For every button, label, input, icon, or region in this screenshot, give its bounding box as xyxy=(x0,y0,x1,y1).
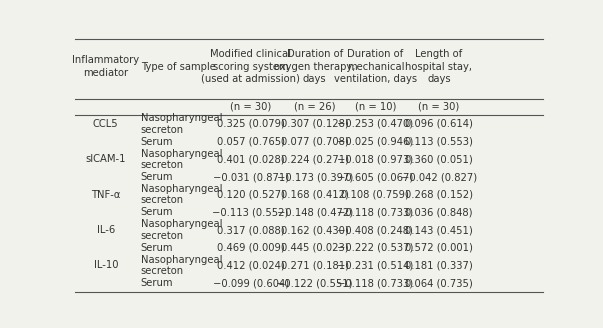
Text: 0.224 (0.271): 0.224 (0.271) xyxy=(280,154,349,164)
Text: Nasopharyngeal
secreton: Nasopharyngeal secreton xyxy=(141,255,223,276)
Text: Nasopharyngeal
secreton: Nasopharyngeal secreton xyxy=(141,149,223,170)
Text: 0.469 (0.009): 0.469 (0.009) xyxy=(216,243,285,253)
Text: Length of
hospital stay,
days: Length of hospital stay, days xyxy=(405,49,473,84)
Text: Type of sample: Type of sample xyxy=(141,62,216,72)
Text: 0.108 (0.759): 0.108 (0.759) xyxy=(341,190,409,200)
Text: −0.408 (0.248): −0.408 (0.248) xyxy=(338,225,413,235)
Text: 0.445 (0.023): 0.445 (0.023) xyxy=(281,243,349,253)
Text: IL-6: IL-6 xyxy=(96,225,115,235)
Text: IL-10: IL-10 xyxy=(93,260,118,270)
Text: 0.143 (0.451): 0.143 (0.451) xyxy=(405,225,473,235)
Text: Serum: Serum xyxy=(141,207,173,217)
Text: 0.412 (0.024): 0.412 (0.024) xyxy=(216,260,285,270)
Text: 0.113 (0.553): 0.113 (0.553) xyxy=(405,137,473,147)
Text: Serum: Serum xyxy=(141,137,173,147)
Text: 0.401 (0.028): 0.401 (0.028) xyxy=(217,154,285,164)
Text: 0.572 (0.001): 0.572 (0.001) xyxy=(405,243,473,253)
Text: 0.268 (0.152): 0.268 (0.152) xyxy=(405,190,473,200)
Text: −0.118 (0.733): −0.118 (0.733) xyxy=(337,207,414,217)
Text: Inflammatory
mediator: Inflammatory mediator xyxy=(72,55,139,78)
Text: (n = 26): (n = 26) xyxy=(294,102,335,112)
Text: 0.325 (0.079): 0.325 (0.079) xyxy=(216,119,285,129)
Text: −0.042 (0.827): −0.042 (0.827) xyxy=(401,172,477,182)
Text: −0.253 (0.470): −0.253 (0.470) xyxy=(337,119,414,129)
Text: Nasopharyngeal
secreton: Nasopharyngeal secreton xyxy=(141,219,223,241)
Text: 0.036 (0.848): 0.036 (0.848) xyxy=(405,207,473,217)
Text: 0.057 (0.765): 0.057 (0.765) xyxy=(216,137,285,147)
Text: −0.031 (0.871): −0.031 (0.871) xyxy=(213,172,289,182)
Text: −0.605 (0.067): −0.605 (0.067) xyxy=(337,172,414,182)
Text: −0.222 (0.537): −0.222 (0.537) xyxy=(337,243,414,253)
Text: Duration of
oxygen therapy,
days: Duration of oxygen therapy, days xyxy=(274,49,355,84)
Text: 0.162 (0.430): 0.162 (0.430) xyxy=(281,225,349,235)
Text: TNF-α: TNF-α xyxy=(91,190,121,200)
Text: −0.018 (0.973): −0.018 (0.973) xyxy=(337,154,414,164)
Text: 0.064 (0.735): 0.064 (0.735) xyxy=(405,278,473,288)
Text: −0.231 (0.514): −0.231 (0.514) xyxy=(337,260,414,270)
Text: 0.168 (0.412): 0.168 (0.412) xyxy=(281,190,349,200)
Text: −0.122 (0.551): −0.122 (0.551) xyxy=(276,278,353,288)
Text: Serum: Serum xyxy=(141,278,173,288)
Text: (n = 30): (n = 30) xyxy=(230,102,271,112)
Text: 0.077 (0.708): 0.077 (0.708) xyxy=(281,137,349,147)
Text: CCL5: CCL5 xyxy=(93,119,119,129)
Text: sICAM-1: sICAM-1 xyxy=(86,154,126,164)
Text: Modified clinical
scoring system
(used at admission): Modified clinical scoring system (used a… xyxy=(201,49,300,84)
Text: −0.113 (0.552): −0.113 (0.552) xyxy=(212,207,289,217)
Text: Serum: Serum xyxy=(141,243,173,253)
Text: Nasopharyngeal
secreton: Nasopharyngeal secreton xyxy=(141,113,223,135)
Text: −0.025 (0.946): −0.025 (0.946) xyxy=(337,137,414,147)
Text: 0.317 (0.088): 0.317 (0.088) xyxy=(217,225,285,235)
Text: (n = 10): (n = 10) xyxy=(355,102,396,112)
Text: Serum: Serum xyxy=(141,172,173,182)
Text: 0.307 (0.128): 0.307 (0.128) xyxy=(281,119,349,129)
Text: 0.096 (0.614): 0.096 (0.614) xyxy=(405,119,473,129)
Text: 0.181 (0.337): 0.181 (0.337) xyxy=(405,260,473,270)
Text: Nasopharyngeal
secreton: Nasopharyngeal secreton xyxy=(141,184,223,205)
Text: −0.173 (0.397): −0.173 (0.397) xyxy=(277,172,353,182)
Text: 0.360 (0.051): 0.360 (0.051) xyxy=(405,154,473,164)
Text: 0.120 (0.527): 0.120 (0.527) xyxy=(216,190,285,200)
Text: −0.118 (0.733): −0.118 (0.733) xyxy=(337,278,414,288)
Text: −0.148 (0.472): −0.148 (0.472) xyxy=(277,207,353,217)
Text: −0.099 (0.604): −0.099 (0.604) xyxy=(213,278,289,288)
Text: Duration of
mechanical
ventilation, days: Duration of mechanical ventilation, days xyxy=(334,49,417,84)
Text: (n = 30): (n = 30) xyxy=(418,102,459,112)
Text: 0.271 (0.181): 0.271 (0.181) xyxy=(280,260,349,270)
